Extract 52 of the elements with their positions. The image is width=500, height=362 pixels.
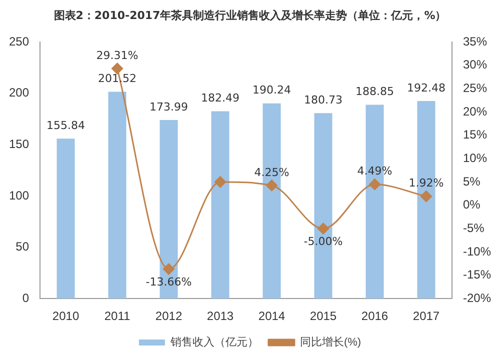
- y-tick-label: 100: [8, 188, 30, 202]
- bar: [56, 138, 75, 299]
- point: [214, 176, 226, 188]
- data-label: 190.24: [252, 84, 291, 97]
- x-tick-label: 2013: [206, 309, 234, 324]
- data-label: -5.00%: [304, 234, 343, 248]
- y2-tick-label: 0%: [462, 198, 481, 212]
- point: [420, 190, 432, 202]
- y2-tick-label: 25%: [462, 80, 488, 95]
- x-tick-label: 2010: [52, 309, 80, 324]
- x-tick-label: 2014: [258, 309, 286, 324]
- y2-tick-label: 30%: [462, 58, 488, 72]
- y2-tick-label: -20%: [462, 290, 492, 305]
- data-label: 173.99: [150, 100, 188, 114]
- data-label: 1.92%: [408, 176, 444, 190]
- y2-tick-label: 20%: [462, 104, 488, 118]
- y2-tick-label: -15%: [462, 268, 492, 282]
- data-label: 182.49: [201, 92, 240, 105]
- y2-tick-label: -5%: [462, 220, 485, 235]
- x-tick-label: 2015: [310, 309, 337, 324]
- data-label: 192.48: [406, 81, 446, 94]
- y-tick-label: 0: [22, 290, 30, 305]
- y-tick-label: 150: [8, 136, 30, 151]
- y-tick-label: 200: [8, 86, 30, 100]
- y2-tick-label: -10%: [462, 244, 492, 258]
- data-label: 4.25%: [254, 166, 290, 179]
- data-label: -13.66%: [146, 275, 192, 288]
- point: [112, 62, 124, 74]
- legend-label: 同比增长(%): [300, 336, 362, 349]
- data-label: 29.31%: [96, 48, 138, 62]
- y2-tick-label: 15%: [462, 128, 488, 142]
- y2-tick-label: 35%: [462, 34, 488, 48]
- y-tick-label: 250: [8, 34, 30, 48]
- bar: [211, 111, 230, 299]
- legend-label: 销售收入（亿元）: [169, 336, 258, 349]
- data-label: 4.49%: [357, 164, 392, 178]
- x-tick-label: 2016: [361, 309, 388, 324]
- x-tick-label: 2011: [104, 309, 130, 324]
- data-label: 188.85: [355, 85, 394, 98]
- bar: [108, 92, 126, 299]
- y2-tick-label: 10%: [462, 150, 488, 165]
- chart-title: 图表2：2010-2017年茶具制造行业销售收入及增长率走势（单位：亿元，%）: [52, 8, 448, 24]
- data-label: 180.73: [304, 93, 342, 106]
- y-tick-label: 50: [16, 240, 30, 254]
- point: [368, 178, 380, 190]
- point: [318, 222, 329, 234]
- x-tick-label: 2017: [412, 309, 440, 324]
- point: [266, 180, 278, 192]
- data-label: 155.84: [46, 119, 86, 132]
- x-tick-label: 2012: [155, 309, 182, 324]
- y2-tick-label: 5%: [462, 174, 481, 188]
- point: [163, 263, 175, 275]
